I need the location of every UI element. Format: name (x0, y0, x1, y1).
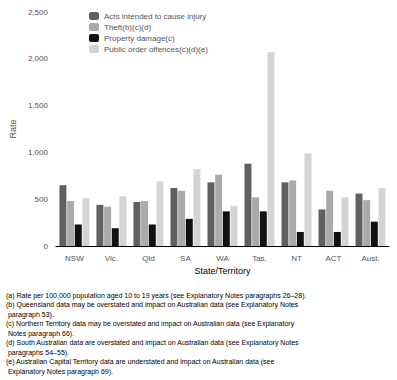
svg-text:(a) Rate per 100,000 populatio: (a) Rate per 100,000 population aged 10 … (6, 292, 306, 300)
svg-text:Theft(b)(c)(d): Theft(b)(c)(d) (104, 23, 151, 32)
svg-text:NT: NT (291, 254, 302, 263)
svg-text:Acts intended to cause injury: Acts intended to cause injury (104, 12, 206, 21)
svg-text:NSW: NSW (65, 254, 84, 263)
svg-text:2,000: 2,000 (28, 54, 49, 63)
svg-text:Vic.: Vic. (105, 254, 118, 263)
svg-text:Tas.: Tas. (252, 254, 267, 263)
svg-text:2,500: 2,500 (28, 8, 49, 17)
svg-text:1,000: 1,000 (28, 148, 49, 157)
svg-text:1,500: 1,500 (28, 101, 49, 110)
svg-text:500: 500 (35, 195, 49, 204)
svg-text:WA: WA (216, 254, 229, 263)
svg-text:(d) South Australian data are: (d) South Australian data are overstated… (6, 339, 299, 347)
svg-text:(b) Queensland data may be ove: (b) Queensland data may be overstated an… (6, 301, 299, 309)
svg-text:paragraph 53).: paragraph 53). (6, 311, 54, 319)
svg-text:Aust.: Aust. (361, 254, 379, 263)
svg-text:(e) Australian Capital Territo: (e) Australian Capital Territory data ar… (6, 358, 274, 366)
svg-text:State/Territory: State/Territory (194, 266, 251, 276)
svg-text:ACT: ACT (325, 254, 341, 263)
svg-text:0: 0 (43, 242, 48, 251)
svg-text:paragraphs 54–55).: paragraphs 54–55). (6, 349, 69, 357)
svg-text:Rate: Rate (8, 119, 18, 138)
svg-text:Property damage(c): Property damage(c) (104, 34, 175, 43)
svg-text:Explanatory Notes paragraph 69: Explanatory Notes paragraph 69). (6, 368, 113, 376)
svg-text:(c) Northern Territory data ma: (c) Northern Territory data may be overs… (6, 320, 295, 328)
svg-text:Public order offences(c)(d)(e): Public order offences(c)(d)(e) (104, 45, 208, 54)
svg-text:Qld: Qld (142, 254, 154, 263)
svg-text:Notes paragraph 66).: Notes paragraph 66). (6, 330, 74, 338)
svg-text:SA: SA (180, 254, 191, 263)
